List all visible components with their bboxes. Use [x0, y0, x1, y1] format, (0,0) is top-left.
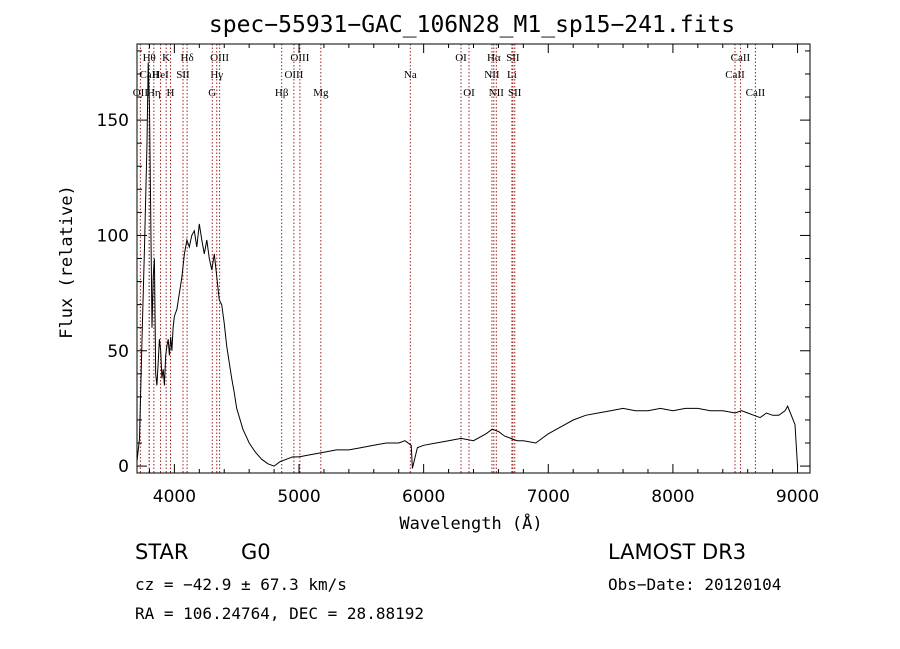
y-tick-label-2: 100 — [97, 226, 129, 246]
line-label-22: SII — [506, 52, 520, 64]
line-label-9: OIII — [210, 52, 229, 64]
line-label-15: Mg — [313, 87, 329, 99]
x-tick-label-2: 6000 — [402, 487, 445, 507]
survey-name: LAMOST DR3 — [608, 540, 747, 564]
x-tick-label-1: 5000 — [277, 487, 320, 507]
spectrum-line — [136, 62, 798, 469]
observation-date: Obs−Date: 20120104 — [608, 575, 782, 594]
x-tick-label-0: 4000 — [153, 487, 196, 507]
plot-frame — [136, 43, 811, 474]
y-axis-label: Flux (relative) — [57, 185, 77, 339]
line-label-23: Li — [507, 69, 517, 81]
y-tick-label-1: 50 — [107, 342, 129, 362]
x-tick-label-3: 7000 — [527, 487, 570, 507]
line-label-18: OI — [463, 87, 475, 99]
redshift-velocity: cz = −42.9 ± 67.3 km/s — [135, 575, 347, 594]
line-label-14: OIII — [284, 69, 303, 81]
line-label-26: CaII — [725, 69, 745, 81]
line-label-12: Hβ — [275, 87, 289, 99]
line-label-8: SII — [176, 69, 190, 81]
line-label-16: Na — [404, 69, 417, 81]
line-label-4: K — [162, 52, 170, 64]
line-label-25: CaII — [731, 52, 751, 64]
line-label-6: H — [167, 87, 175, 99]
line-label-24: SII — [508, 87, 522, 99]
line-label-3: Hη — [147, 87, 161, 99]
y-tick-label-3: 150 — [97, 111, 129, 131]
line-label-10: Hγ — [210, 69, 223, 81]
line-label-5: HeI — [152, 69, 169, 81]
x-tick-label-4: 8000 — [651, 487, 694, 507]
line-label-11: G — [208, 87, 216, 99]
chart-title: spec−55931−GAC_106N28_M1_sp15−241.fits — [209, 12, 735, 38]
line-label-19: Hα — [487, 52, 501, 64]
coordinates: RA = 106.24764, DEC = 28.88192 — [135, 604, 424, 623]
line-label-27: CaII — [746, 87, 766, 99]
line-label-2: CaII — [139, 69, 159, 81]
spectral-subclass: G0 — [241, 540, 271, 564]
line-label-7: Hδ — [181, 52, 194, 64]
x-axis-label: Wavelength (Å) — [399, 512, 542, 534]
object-class: STAR — [135, 540, 189, 564]
x-tick-label-5: 9000 — [776, 487, 819, 507]
y-tick-label-0: 0 — [118, 457, 129, 477]
line-label-20: NII — [484, 69, 500, 81]
line-label-13: OIII — [290, 52, 309, 64]
line-label-21: NII — [489, 87, 505, 99]
line-label-17: OI — [455, 52, 467, 64]
